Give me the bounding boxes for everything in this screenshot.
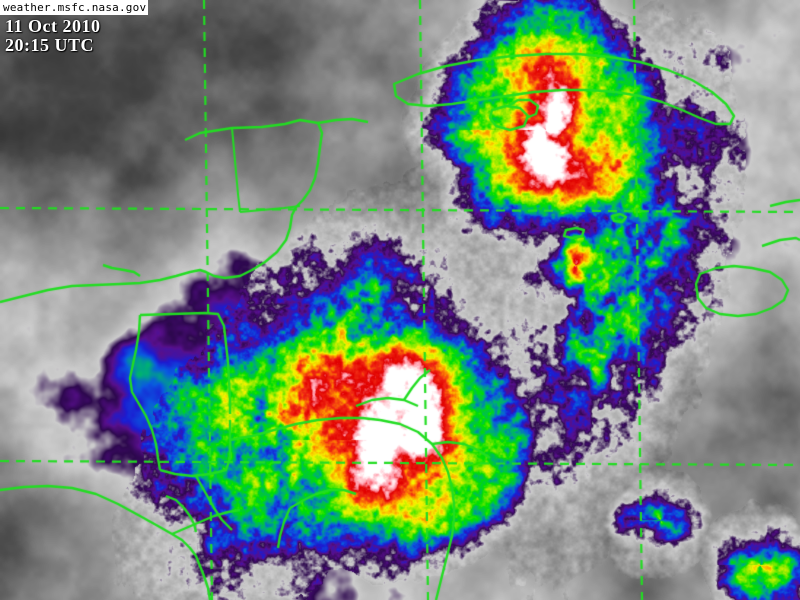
source-url-label: weather.msfc.nasa.gov	[0, 0, 149, 15]
observation-date-label: 11 Oct 2010	[5, 16, 101, 36]
observation-time-label: 20:15 UTC	[5, 35, 94, 55]
